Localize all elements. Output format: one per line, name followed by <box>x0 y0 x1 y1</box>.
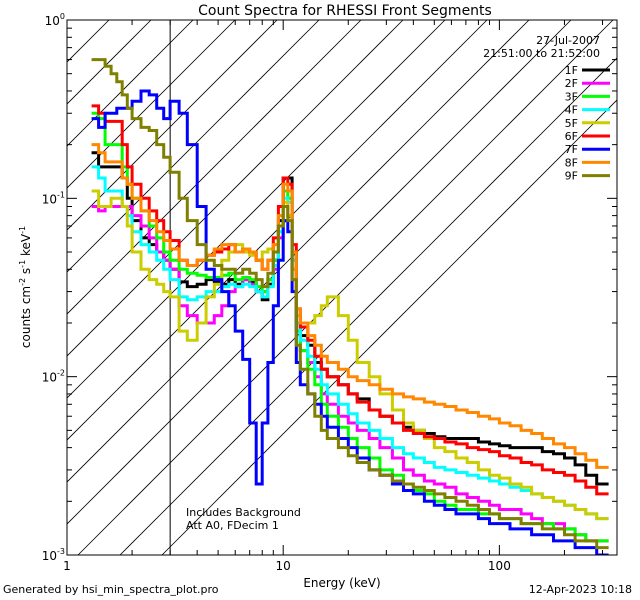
legend-label-7F: 7F <box>565 143 578 156</box>
hatch-line <box>67 20 404 357</box>
x-axis-label: Energy (keV) <box>303 576 380 590</box>
legend-label-9F: 9F <box>565 170 578 183</box>
x-tick-label: 100 <box>488 559 511 573</box>
hatch-line <box>67 20 362 315</box>
timestamp-label: 12-Apr-2023 10:18 <box>528 583 632 596</box>
hatch-line <box>67 20 488 441</box>
background-note: Includes Background <box>186 506 301 519</box>
y-label-exponent: -1 <box>18 260 27 268</box>
generated-by-label: Generated by hsi_min_spectra_plot.pro <box>3 583 219 596</box>
y-label-exponent: -1 <box>18 226 27 234</box>
hatch-line <box>67 20 320 273</box>
legend-label-1F: 1F <box>565 64 578 77</box>
hatch-line <box>67 20 572 525</box>
legend-label-6F: 6F <box>565 130 578 143</box>
series-7F <box>91 89 609 555</box>
series-3F <box>91 111 609 543</box>
y-label-exponent: -2 <box>18 278 27 286</box>
legend-label-5F: 5F <box>565 117 578 130</box>
series-9F <box>91 58 609 550</box>
legend-label-3F: 3F <box>565 90 578 103</box>
chart-title: Count Spectra for RHESSI Front Segments <box>198 3 492 19</box>
legend-label-8F: 8F <box>565 156 578 169</box>
y-axis-label: counts cm-2 s-1 keV-1 <box>18 226 33 348</box>
axes: 1 10 100 100 10-1 10-2 10-3 <box>42 12 617 573</box>
hatch-line <box>67 20 110 63</box>
hatch-line <box>119 57 617 555</box>
y-label-part: keV <box>19 233 33 260</box>
y-tick-label: 10-2 <box>42 369 65 385</box>
y-label-part: counts cm <box>19 286 33 348</box>
plot-frame <box>66 19 618 556</box>
date-label: 27-Jul-2007 <box>536 34 600 47</box>
hatched-region <box>67 20 617 555</box>
hatch-line <box>67 20 194 147</box>
y-tick-label: 100 <box>45 12 65 28</box>
legend-label-2F: 2F <box>565 77 578 90</box>
attenuator-note: Att A0, FDecim 1 <box>186 519 279 532</box>
hatch-line <box>67 20 236 189</box>
x-tick-label: 10 <box>276 559 291 573</box>
spectra-series <box>91 58 609 555</box>
legend-label-4F: 4F <box>565 104 578 117</box>
hatch-line <box>67 20 446 399</box>
time-range-label: 21:51:00 to 21:52:00 <box>483 47 600 60</box>
hatch-line <box>67 20 278 231</box>
hatch-line <box>67 20 68 21</box>
x-tick-label: 1 <box>63 559 71 573</box>
y-tick-label: 10-1 <box>42 190 65 206</box>
y-tick-label: 10-3 <box>42 547 65 563</box>
hatch-line <box>77 20 614 555</box>
y-label-part: s <box>19 268 33 278</box>
series-8F <box>91 143 609 469</box>
